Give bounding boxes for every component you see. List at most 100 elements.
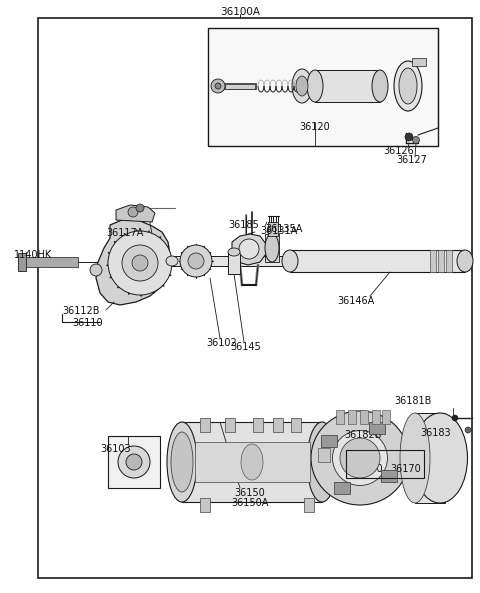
Ellipse shape (400, 413, 430, 503)
Bar (415, 413, 445, 503)
Circle shape (340, 438, 380, 478)
Bar (360, 410, 368, 424)
Text: 36150A: 36150A (231, 498, 269, 508)
Ellipse shape (296, 76, 308, 96)
Circle shape (122, 245, 158, 281)
Text: 1140HK: 1140HK (14, 250, 52, 260)
Bar (200, 498, 210, 512)
Text: 36146A: 36146A (337, 296, 374, 306)
Ellipse shape (333, 431, 387, 486)
Bar (334, 482, 349, 495)
Bar (336, 410, 344, 424)
Bar (200, 418, 210, 432)
Bar (412, 58, 426, 66)
Polygon shape (116, 205, 155, 222)
Bar (438, 250, 444, 272)
Text: 36112B: 36112B (62, 306, 99, 316)
Bar (225, 84, 255, 89)
Text: 36126: 36126 (384, 146, 414, 156)
Bar (18, 253, 26, 271)
Circle shape (465, 427, 471, 433)
Bar (318, 448, 330, 462)
Bar (290, 250, 465, 272)
Circle shape (405, 133, 413, 141)
Text: 36185: 36185 (228, 220, 259, 230)
Ellipse shape (457, 250, 473, 272)
Bar (430, 250, 436, 272)
Bar (273, 418, 283, 432)
Text: 36135A: 36135A (265, 224, 303, 234)
Bar (381, 470, 397, 482)
Circle shape (452, 415, 458, 421)
Bar (348, 410, 356, 424)
Circle shape (90, 264, 102, 276)
Text: 36163: 36163 (343, 450, 373, 460)
Bar (265, 234, 279, 262)
Bar (372, 410, 380, 424)
Bar (382, 410, 390, 424)
Bar (268, 222, 278, 236)
Bar (291, 418, 301, 432)
Bar (195, 442, 310, 482)
Text: 36181B: 36181B (394, 396, 432, 406)
Bar (26, 257, 78, 267)
Bar (108, 436, 160, 488)
Ellipse shape (241, 444, 263, 480)
Polygon shape (96, 220, 170, 305)
Text: 36160: 36160 (353, 464, 384, 474)
Text: 36183: 36183 (420, 428, 451, 438)
Bar (182, 422, 322, 502)
Text: 36150: 36150 (235, 488, 265, 498)
Circle shape (211, 79, 225, 93)
Bar (218, 83, 256, 89)
Circle shape (126, 454, 142, 470)
Circle shape (180, 245, 212, 277)
Circle shape (188, 253, 204, 269)
Polygon shape (232, 234, 266, 265)
Ellipse shape (171, 432, 193, 492)
Bar (208, 28, 438, 146)
Circle shape (132, 255, 148, 271)
Ellipse shape (307, 70, 323, 102)
Ellipse shape (311, 411, 409, 505)
Text: 36100A: 36100A (220, 7, 260, 17)
Ellipse shape (372, 70, 388, 102)
Circle shape (215, 83, 221, 89)
Ellipse shape (167, 422, 197, 502)
Ellipse shape (412, 413, 468, 503)
Circle shape (118, 446, 150, 478)
Text: 36131A: 36131A (260, 226, 297, 236)
Ellipse shape (282, 250, 298, 272)
Text: 36182B: 36182B (344, 430, 382, 440)
Text: 36170: 36170 (391, 464, 421, 474)
Bar (346, 450, 424, 478)
Text: 36110: 36110 (72, 318, 103, 328)
Bar (304, 498, 314, 512)
Bar (446, 250, 452, 272)
Circle shape (108, 231, 172, 295)
Ellipse shape (292, 69, 312, 103)
Text: 36120: 36120 (300, 122, 330, 132)
Bar (228, 252, 240, 274)
Ellipse shape (265, 234, 279, 262)
Circle shape (239, 239, 259, 259)
Circle shape (136, 204, 144, 212)
Text: 36117A: 36117A (106, 228, 144, 238)
Circle shape (128, 207, 138, 217)
Bar (225, 418, 235, 432)
Bar (172, 256, 367, 266)
Bar (369, 422, 384, 433)
Bar (315, 70, 380, 102)
Ellipse shape (166, 256, 178, 266)
Text: 36102: 36102 (206, 338, 238, 348)
Ellipse shape (399, 68, 417, 104)
Ellipse shape (228, 248, 240, 256)
Circle shape (412, 136, 420, 144)
Text: 36103: 36103 (101, 444, 132, 454)
Text: 36145: 36145 (230, 342, 262, 352)
Text: 36127: 36127 (396, 155, 427, 165)
Bar (253, 418, 263, 432)
Ellipse shape (394, 61, 422, 111)
Ellipse shape (307, 422, 337, 502)
Bar (321, 435, 336, 447)
